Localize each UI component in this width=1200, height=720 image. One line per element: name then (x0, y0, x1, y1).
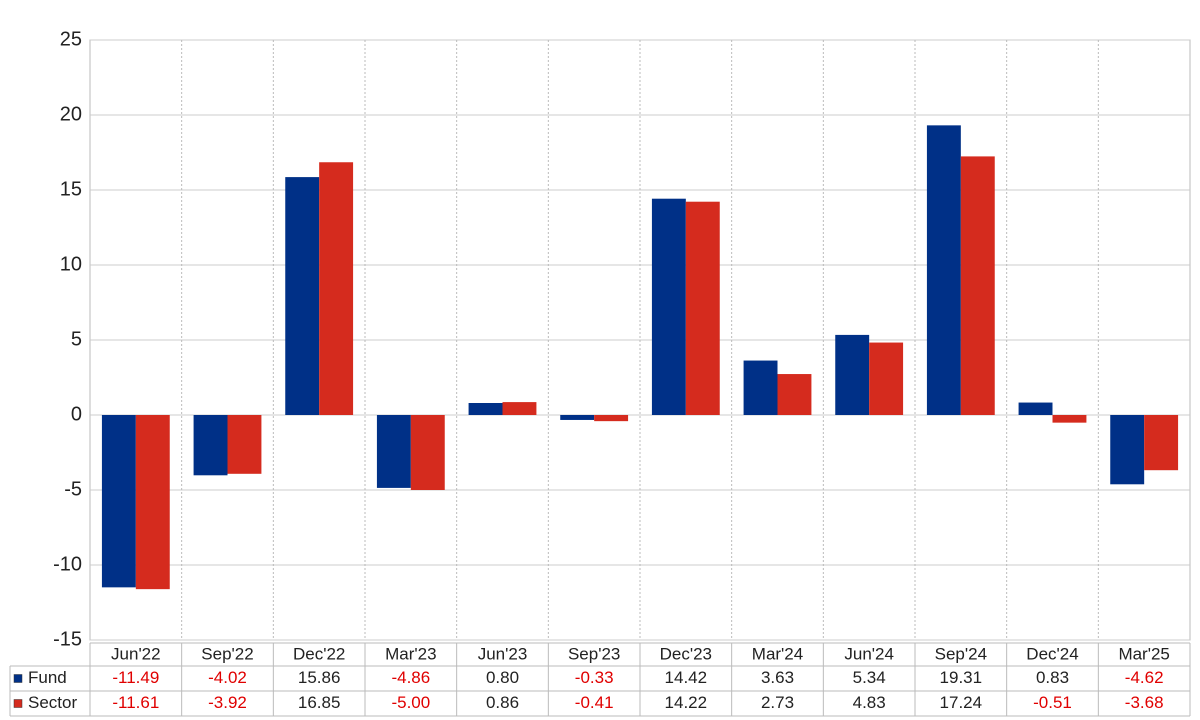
x-tick-label: Sep'24 (935, 644, 987, 663)
x-tick-label: Dec'22 (293, 644, 345, 663)
bar (560, 415, 595, 420)
value-label: 19.31 (940, 668, 983, 687)
value-label: -3.68 (1125, 693, 1164, 712)
bar (651, 198, 686, 415)
bar (227, 415, 262, 474)
value-label: -4.62 (1125, 668, 1164, 687)
bar (869, 342, 904, 415)
y-tick-label: 15 (60, 178, 82, 200)
y-tick-label: 25 (60, 28, 82, 50)
bar (926, 125, 961, 415)
legend-marker (13, 674, 23, 683)
y-tick-label: 20 (60, 103, 82, 125)
y-tick-label: 0 (71, 403, 82, 425)
bar (1144, 415, 1179, 471)
x-tick-label: Mar'23 (385, 644, 436, 663)
bar (685, 201, 720, 415)
bar (502, 402, 537, 415)
value-label: -4.86 (391, 668, 430, 687)
bar (101, 415, 136, 588)
bar (410, 415, 445, 490)
bar (1110, 415, 1145, 485)
bar (743, 360, 778, 415)
bar (468, 403, 503, 415)
y-tick-label: 10 (60, 253, 82, 275)
y-tick-label: -10 (53, 553, 82, 575)
value-label: 17.24 (940, 693, 983, 712)
bar (1018, 402, 1053, 415)
y-tick-label: 5 (71, 328, 82, 350)
value-label: -0.41 (575, 693, 614, 712)
x-tick-label: Sep'23 (568, 644, 620, 663)
x-tick-label: Jun'24 (844, 644, 894, 663)
bar (319, 162, 354, 415)
x-tick-label: Dec'24 (1026, 644, 1078, 663)
value-label: -3.92 (208, 693, 247, 712)
x-tick-label: Sep'22 (201, 644, 253, 663)
y-tick-label: -15 (53, 628, 82, 650)
bar (135, 415, 170, 590)
bar (193, 415, 228, 476)
bar (777, 374, 812, 415)
bar (1052, 415, 1087, 423)
value-label: 2.73 (761, 693, 794, 712)
value-label: 4.83 (853, 693, 886, 712)
x-tick-label: Jun'23 (478, 644, 528, 663)
x-tick-label: Dec'23 (660, 644, 712, 663)
value-label: -4.02 (208, 668, 247, 687)
bar (594, 415, 629, 422)
value-label: 3.63 (761, 668, 794, 687)
bar (835, 334, 870, 415)
bar (960, 156, 995, 415)
value-label: 5.34 (853, 668, 886, 687)
x-tick-label: Jun'22 (111, 644, 161, 663)
value-label: -11.61 (112, 693, 159, 712)
value-label: 0.83 (1036, 668, 1069, 687)
value-label: -0.33 (575, 668, 614, 687)
x-tick-label: Mar'25 (1118, 644, 1169, 663)
legend-marker (13, 699, 23, 708)
legend-label: Sector (28, 693, 77, 712)
legend-label: Fund (28, 668, 67, 687)
value-label: 16.85 (298, 693, 341, 712)
value-label: 0.80 (486, 668, 519, 687)
bar (285, 177, 320, 415)
value-label: 0.86 (486, 693, 519, 712)
value-label: 14.42 (665, 668, 708, 687)
y-tick-label: -5 (64, 478, 82, 500)
bar (376, 415, 411, 488)
value-label: -0.51 (1033, 693, 1072, 712)
value-label: 15.86 (298, 668, 341, 687)
value-label: -11.49 (112, 668, 159, 687)
value-label: -5.00 (391, 693, 430, 712)
value-label: 14.22 (665, 693, 708, 712)
x-tick-label: Mar'24 (752, 644, 803, 663)
